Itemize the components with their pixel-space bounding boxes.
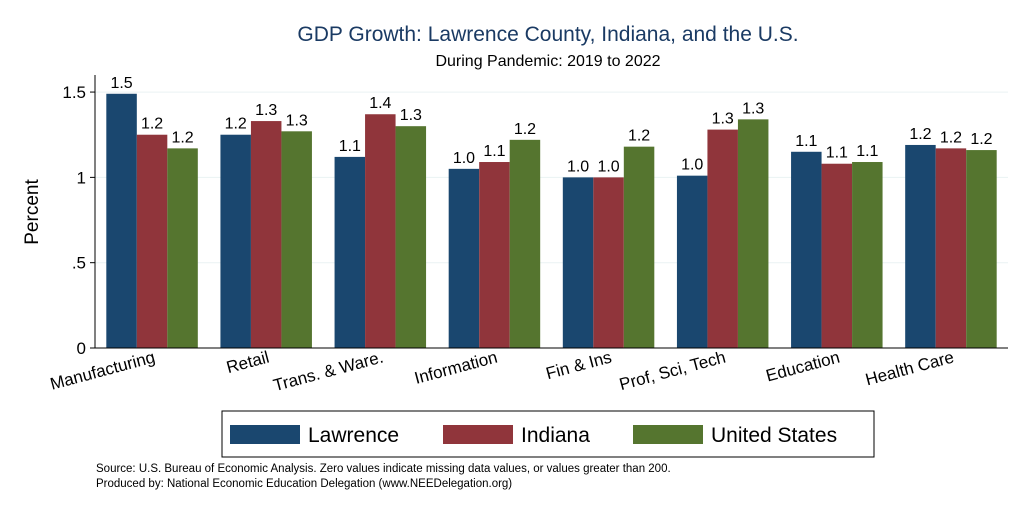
bar bbox=[737, 119, 769, 348]
bar bbox=[791, 151, 822, 348]
bar bbox=[905, 144, 936, 348]
chart-subtitle: During Pandemic: 2019 to 2022 bbox=[435, 53, 660, 70]
bar bbox=[167, 148, 198, 348]
bar-value-label: 1.2 bbox=[970, 131, 992, 148]
bar-value-label: 1.2 bbox=[225, 116, 247, 133]
bar bbox=[935, 148, 967, 348]
y-tick-label: 1 bbox=[77, 168, 86, 187]
bar bbox=[448, 168, 480, 348]
y-tick-label: 0 bbox=[77, 339, 86, 358]
bar-value-label: 1.0 bbox=[567, 158, 589, 175]
y-tick-label: 1.5 bbox=[62, 83, 86, 102]
bar-value-label: 1.4 bbox=[369, 95, 391, 112]
bar-value-label: 1.5 bbox=[110, 75, 132, 92]
producer-note: Produced by: National Economic Education… bbox=[96, 478, 512, 490]
chart-title: GDP Growth: Lawrence County, Indiana, an… bbox=[297, 23, 798, 46]
legend-swatch bbox=[230, 425, 300, 444]
bar bbox=[852, 162, 883, 348]
bar-value-label: 1.1 bbox=[483, 143, 505, 160]
bar-value-label: 1.1 bbox=[856, 143, 878, 160]
bar bbox=[593, 177, 624, 348]
bar-value-label: 1.2 bbox=[628, 128, 650, 145]
bar-value-label: 1.2 bbox=[514, 121, 536, 138]
bar-value-label: 1.0 bbox=[453, 150, 475, 167]
bar-value-label: 1.2 bbox=[141, 116, 163, 133]
bar-value-label: 1.0 bbox=[597, 158, 619, 175]
bar bbox=[623, 146, 655, 348]
bar-value-label: 1.3 bbox=[712, 111, 734, 128]
bar bbox=[821, 163, 853, 348]
bar bbox=[281, 131, 312, 348]
bar bbox=[509, 139, 541, 348]
bar bbox=[395, 126, 427, 348]
bar-value-label: 1.3 bbox=[742, 100, 764, 117]
legend-swatch bbox=[443, 425, 513, 444]
bar-value-label: 1.3 bbox=[255, 102, 277, 119]
bar-value-label: 1.2 bbox=[940, 129, 962, 146]
y-axis-label: Percent bbox=[22, 179, 43, 245]
bar bbox=[479, 162, 510, 348]
bar bbox=[220, 134, 251, 348]
bar bbox=[250, 121, 282, 348]
bar-value-label: 1.2 bbox=[171, 129, 193, 146]
value-labels: 1.5 1.2 1.2 1.2 1.3 1.3 1.1 1.4 1.3 1.0 1.1 1.2 1.0 1… bbox=[110, 75, 992, 176]
legend-label: Indiana bbox=[521, 424, 590, 447]
bar-value-label: 1.1 bbox=[826, 145, 848, 162]
y-tick-label: .5 bbox=[72, 254, 86, 273]
bar bbox=[365, 114, 396, 349]
bar bbox=[966, 150, 997, 348]
bar-value-label: 1.3 bbox=[286, 112, 308, 129]
bar bbox=[707, 129, 738, 348]
source-note: Source: U.S. Bureau of Economic Analysis… bbox=[96, 463, 671, 475]
bar bbox=[676, 175, 708, 348]
legend: Lawrence Indiana United States bbox=[221, 410, 875, 458]
bar bbox=[106, 93, 137, 348]
bars bbox=[106, 93, 997, 349]
bar-value-label: 1.3 bbox=[400, 107, 422, 124]
bar-value-label: 1.1 bbox=[339, 138, 361, 155]
bar-value-label: 1.2 bbox=[909, 126, 931, 143]
bar-value-label: 1.0 bbox=[681, 157, 703, 174]
bar bbox=[136, 134, 168, 348]
legend-box bbox=[221, 410, 875, 458]
legend-label: Lawrence bbox=[308, 424, 399, 447]
bar-value-label: 1.1 bbox=[795, 133, 817, 150]
bar bbox=[562, 177, 594, 348]
legend-swatch bbox=[633, 425, 703, 444]
bar bbox=[334, 156, 366, 348]
y-ticks: 0 .5 1 1.5 bbox=[62, 83, 95, 358]
legend-label: United States bbox=[711, 424, 837, 447]
